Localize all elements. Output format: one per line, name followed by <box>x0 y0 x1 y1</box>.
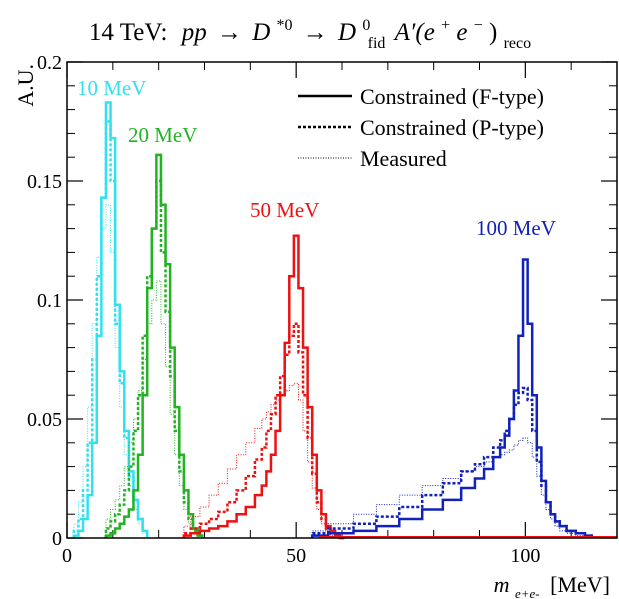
y-tick-label: 0.15 <box>27 171 62 193</box>
legend: Constrained (F-type) Constrained (P-type… <box>298 84 544 171</box>
title-ee-close: ) <box>489 19 497 46</box>
series-10-mev-dashed <box>72 120 149 538</box>
series-100-mev-dashed <box>310 386 594 538</box>
series-20-mev-dashed <box>104 179 204 538</box>
title-arrow-1: → <box>217 19 242 46</box>
y-tick-label: 0.1 <box>37 290 62 312</box>
annotation-10-mev: 10 MeV <box>77 76 146 100</box>
title-aprime: A′(e <box>393 19 435 46</box>
y-tick-label: 0 <box>52 528 62 550</box>
title-d0-sup: 0 <box>362 17 370 34</box>
x-tick-label: 100 <box>510 545 540 567</box>
series-10-mev-solid <box>72 101 149 538</box>
x-tick-label: 0 <box>62 545 72 567</box>
title-ee-sup1: + <box>441 17 450 34</box>
legend-label-measured: Measured <box>360 146 447 171</box>
plot-frame <box>66 61 618 539</box>
series-100-mev-dotted <box>311 437 592 539</box>
annotation-20-mev: 20 MeV <box>128 123 197 147</box>
title-d: D <box>251 19 270 46</box>
title-ee-sup2: − <box>474 17 483 34</box>
annotation-50-mev: 50 MeV <box>250 198 319 222</box>
x-axis-label-unit: [MeV] <box>550 572 610 597</box>
title-pp: pp <box>180 19 207 46</box>
y-tick-label: 0.2 <box>37 52 62 74</box>
annotation-100-mev: 100 MeV <box>476 216 556 240</box>
title-d0-sub: fid <box>368 35 386 52</box>
series-50-mev-solid <box>182 234 345 540</box>
series-10-mev-dotted <box>73 204 148 538</box>
series-50-mev-dotted <box>183 382 345 539</box>
x-tick-label: 50 <box>286 545 306 567</box>
y-tick-label: 0.05 <box>27 409 62 431</box>
title-reco-sub: reco <box>504 35 532 52</box>
x-axis-label-m: m <box>494 572 510 597</box>
title-d-sup: *0 <box>277 17 293 34</box>
legend-label-f-type: Constrained (F-type) <box>360 84 544 109</box>
x-axis-label-sub: e+e- <box>515 586 540 599</box>
title-arrow-2: → <box>303 19 328 46</box>
y-axis-label: A.U. <box>13 64 38 107</box>
title-d0: D <box>337 19 356 46</box>
legend-label-p-type: Constrained (P-type) <box>360 115 544 140</box>
title-ee-mid: e <box>456 19 467 46</box>
series-100-mev-solid <box>310 258 594 538</box>
x-axis-label: m e+e- [MeV] <box>494 572 610 599</box>
chart-title: 14 TeV: pp → D *0 → D 0 fid A′(e + e − )… <box>89 9 531 54</box>
title-prefix: 14 TeV: <box>89 19 168 46</box>
